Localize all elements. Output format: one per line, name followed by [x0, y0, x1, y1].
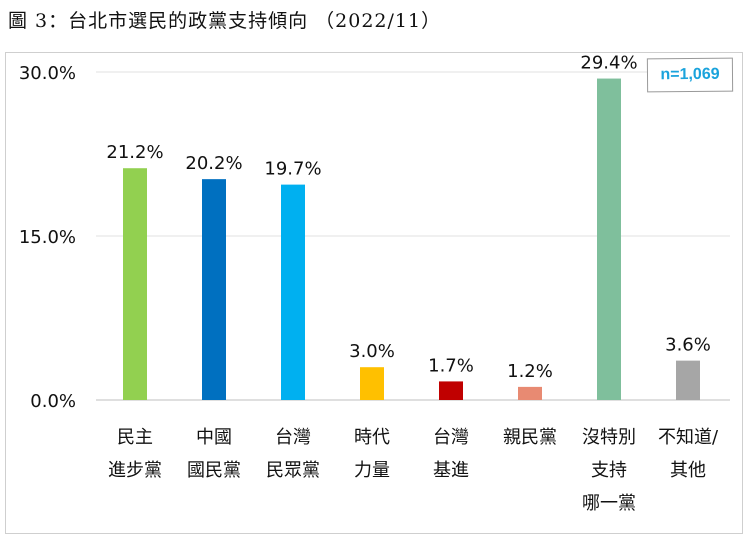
- x-tick-label: 力量: [354, 460, 390, 481]
- bar: [123, 168, 147, 400]
- x-tick-label: 台灣: [433, 427, 469, 448]
- data-label: 3.6%: [665, 335, 711, 356]
- x-tick-label: 基進: [433, 460, 469, 481]
- x-tick-label: 沒特別: [582, 427, 636, 448]
- bar: [676, 360, 700, 400]
- x-tick-label: 親民黨: [503, 427, 557, 448]
- bar: [281, 184, 305, 400]
- bar: [518, 386, 542, 400]
- x-tick-label: 進步黨: [108, 460, 162, 481]
- data-label: 21.2%: [106, 142, 163, 163]
- data-label: 3.0%: [349, 341, 395, 362]
- bar: [597, 78, 621, 400]
- x-tick-label: 民主: [117, 427, 153, 448]
- y-tick-label: 0.0%: [30, 391, 76, 412]
- x-tick-label: 其他: [670, 460, 706, 481]
- y-tick-label: 30.0%: [19, 63, 76, 84]
- bar: [360, 367, 384, 400]
- x-tick-label: 時代: [354, 427, 390, 448]
- x-tick-label: 支持: [591, 460, 627, 481]
- x-tick-label: 中國: [196, 427, 232, 448]
- data-label: 1.2%: [507, 361, 553, 382]
- data-label: 29.4%: [580, 53, 637, 74]
- bar: [439, 381, 463, 400]
- x-tick-label: 哪一黨: [582, 493, 636, 514]
- y-tick-label: 15.0%: [19, 227, 76, 248]
- sample-size-note: n=1,069: [646, 57, 734, 93]
- data-label: 19.7%: [264, 159, 321, 180]
- x-tick-label: 民眾黨: [266, 460, 320, 481]
- bar: [202, 179, 226, 400]
- data-label: 1.7%: [428, 355, 474, 376]
- x-tick-label: 台灣: [275, 427, 311, 448]
- x-tick-label: 國民黨: [187, 460, 241, 481]
- x-tick-label: 不知道/: [658, 427, 719, 448]
- figure-title: 圖 3：台北市選民的政黨支持傾向 （2022/11）: [8, 10, 442, 32]
- data-label: 20.2%: [185, 153, 242, 174]
- chart-frame: [5, 52, 743, 534]
